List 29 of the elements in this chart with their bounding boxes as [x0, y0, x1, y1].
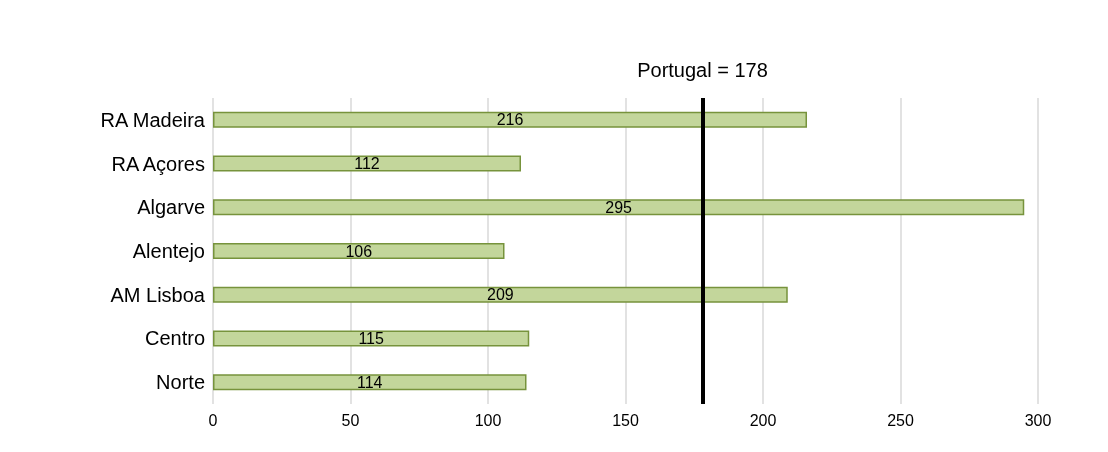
bar: [213, 155, 521, 172]
data-label: 209: [487, 286, 514, 304]
y-tick-label: Algarve: [137, 196, 205, 219]
bar: [213, 111, 807, 128]
ref-line-label: Portugal = 178: [637, 59, 768, 81]
bar: [213, 243, 505, 259]
data-label: 114: [356, 373, 383, 391]
bar: [213, 330, 530, 347]
x-tick-label: 250: [887, 411, 914, 429]
x-tick-label: 150: [612, 411, 639, 429]
data-label: 106: [345, 242, 373, 260]
bar: [213, 286, 788, 303]
bar: [213, 199, 1025, 216]
y-tick-label: Norte: [156, 371, 205, 394]
data-label: 112: [354, 155, 380, 173]
y-tick-label: RA Açores: [111, 152, 205, 175]
y-tick-label: AM Lisboa: [110, 283, 206, 306]
data-label: 216: [496, 111, 524, 129]
y-tick-label: Centro: [144, 327, 205, 350]
x-tick-label: 0: [208, 411, 218, 429]
y-tick-label: Alentejo: [132, 240, 205, 262]
x-tick-label: 300: [1024, 411, 1052, 429]
bar: [213, 374, 527, 391]
x-tick-label: 50: [341, 411, 360, 429]
x-tick-label: 200: [749, 411, 777, 429]
x-tick-label: 100: [474, 411, 502, 429]
y-tick-label: RA Madeira: [100, 108, 206, 131]
data-label: 295: [605, 198, 633, 216]
data-label: 115: [358, 329, 384, 347]
